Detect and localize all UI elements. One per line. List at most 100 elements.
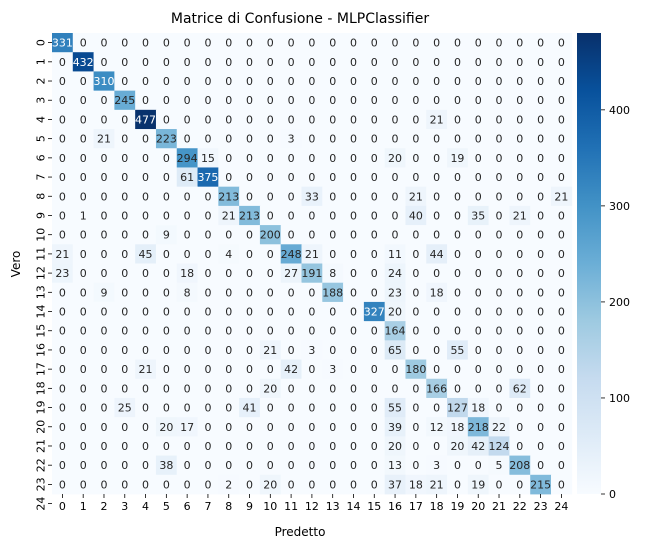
heatmap-cell <box>259 225 282 245</box>
heatmap-cell-label: 0 <box>350 402 357 415</box>
heatmap-cell-label: 0 <box>100 171 107 184</box>
heatmap-cell <box>384 52 406 72</box>
heatmap-cell-label: 0 <box>475 229 482 242</box>
heatmap-cell <box>488 109 510 130</box>
heatmap-cell-label: 0 <box>142 209 149 222</box>
heatmap-cell <box>218 148 240 168</box>
heatmap-cell <box>52 205 74 226</box>
heatmap-cell-label: 0 <box>392 382 399 395</box>
x-tick-label: 17 <box>409 500 423 513</box>
heatmap-cell <box>155 321 178 341</box>
heatmap-cell <box>343 263 365 284</box>
heatmap-cell-label: 0 <box>225 113 232 126</box>
heatmap-cell-label: 0 <box>246 152 253 165</box>
heatmap-cell-label: 21 <box>305 248 319 261</box>
heatmap-cell-label: 0 <box>121 113 128 126</box>
heatmap-cell-label: 0 <box>121 421 128 434</box>
heatmap-cell <box>447 474 469 495</box>
heatmap-cell <box>218 52 240 72</box>
y-tick-label: 11 <box>34 247 47 261</box>
heatmap-cell <box>467 455 490 476</box>
heatmap-cell <box>405 186 427 207</box>
heatmap-cell <box>384 71 406 92</box>
heatmap-cell-label: 42 <box>284 363 298 376</box>
y-tick-label: 24 <box>35 497 48 511</box>
heatmap-cell-label: 0 <box>121 344 128 357</box>
heatmap-cell-label: 0 <box>142 171 149 184</box>
heatmap-cell-label: 0 <box>308 37 315 50</box>
heatmap-cell <box>509 282 531 303</box>
heatmap-cell-label: 0 <box>225 402 232 415</box>
heatmap-cell-label: 0 <box>100 306 107 319</box>
heatmap-cell-label: 0 <box>329 421 336 434</box>
heatmap-cell-label: 0 <box>267 171 274 184</box>
heatmap-cell <box>530 186 552 207</box>
heatmap-cell-label: 0 <box>59 306 66 319</box>
heatmap-cell <box>72 167 94 188</box>
heatmap-cell-label: 0 <box>496 478 503 491</box>
x-tick-label: 13 <box>326 500 340 513</box>
heatmap-cell <box>135 282 157 303</box>
heatmap-cell-label: 0 <box>308 229 315 242</box>
heatmap-cell <box>239 455 261 476</box>
heatmap-cell-label: 0 <box>59 75 66 88</box>
heatmap-cell <box>322 282 344 303</box>
heatmap-cell <box>301 340 323 360</box>
heatmap-cell-label: 0 <box>475 75 482 88</box>
heatmap-cell-label: 0 <box>496 267 503 280</box>
heatmap-cell <box>52 90 74 111</box>
heatmap-cell-label: 0 <box>350 209 357 222</box>
heatmap-cell-label: 0 <box>475 306 482 319</box>
heatmap-cell-label: 0 <box>142 325 149 338</box>
heatmap-cell <box>363 340 386 360</box>
heatmap-cell <box>467 33 490 53</box>
heatmap-cell <box>239 167 261 188</box>
heatmap-cell <box>467 244 490 264</box>
heatmap-cell <box>259 359 282 380</box>
heatmap-cell-label: 0 <box>412 344 419 357</box>
heatmap-cell-label: 0 <box>350 171 357 184</box>
heatmap-cell-label: 0 <box>204 478 211 491</box>
heatmap-cell-label: 0 <box>142 75 149 88</box>
heatmap-cell <box>176 225 198 245</box>
heatmap-cell-label: 55 <box>388 402 402 415</box>
heatmap-cell-label: 0 <box>412 75 419 88</box>
heatmap-cell-label: 0 <box>433 306 440 319</box>
heatmap-cell <box>135 129 157 149</box>
heatmap-cell-label: 310 <box>93 75 114 88</box>
heatmap-cell-label: 0 <box>100 37 107 50</box>
heatmap-cell <box>135 340 157 360</box>
heatmap-cell-label: 0 <box>288 171 295 184</box>
y-tick-label: 9 <box>34 212 47 219</box>
heatmap-cell <box>135 301 157 322</box>
heatmap-cell <box>280 263 302 284</box>
heatmap-cell-label: 0 <box>59 344 66 357</box>
x-tick-label: 4 <box>142 500 149 513</box>
heatmap-cell <box>280 340 302 360</box>
heatmap-cell <box>405 148 427 168</box>
heatmap-cell-label: 0 <box>308 152 315 165</box>
heatmap-cell-label: 0 <box>80 267 87 280</box>
heatmap-cell-label: 0 <box>392 229 399 242</box>
heatmap-cell-label: 0 <box>392 37 399 50</box>
heatmap-cell <box>343 417 365 437</box>
heatmap-cell-label: 0 <box>204 190 211 203</box>
heatmap-cell <box>72 71 94 92</box>
heatmap-cell-label: 0 <box>516 190 523 203</box>
heatmap-cell <box>93 301 115 322</box>
heatmap-cell <box>176 301 198 322</box>
chart-title: Matrice di Confusione - MLPClassifier <box>171 11 429 27</box>
heatmap-cell <box>218 205 240 226</box>
y-tick-label: 18 <box>35 381 48 395</box>
heatmap-cell <box>363 436 386 456</box>
heatmap-cell-label: 0 <box>142 94 149 107</box>
heatmap-cell-label: 0 <box>184 75 191 88</box>
heatmap-cell-label: 0 <box>350 325 357 338</box>
heatmap-cell-label: 0 <box>350 190 357 203</box>
heatmap-cell <box>509 321 531 341</box>
heatmap-cell-label: 0 <box>246 459 253 472</box>
heatmap-cell <box>155 378 178 399</box>
x-tick-label: 19 <box>450 500 464 513</box>
heatmap-cell-label: 0 <box>267 190 274 203</box>
heatmap-cell <box>239 205 261 226</box>
